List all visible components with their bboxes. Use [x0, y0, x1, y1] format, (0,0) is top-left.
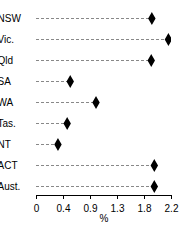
svg-text:1.3: 1.3: [111, 203, 125, 214]
svg-text:Aust.: Aust.: [0, 181, 20, 192]
svg-text:0.4: 0.4: [57, 203, 71, 214]
svg-text:SA: SA: [0, 76, 11, 87]
svg-text:Qld: Qld: [0, 55, 13, 66]
svg-text:0: 0: [34, 203, 40, 214]
svg-text:0.9: 0.9: [84, 203, 98, 214]
svg-text:%: %: [100, 213, 109, 224]
svg-text:WA: WA: [0, 97, 14, 108]
svg-text:1.8: 1.8: [138, 203, 152, 214]
svg-text:Vic.: Vic.: [0, 34, 14, 45]
svg-text:ACT: ACT: [0, 160, 18, 171]
svg-text:Tas.: Tas.: [0, 118, 16, 129]
svg-text:2.2: 2.2: [165, 203, 179, 214]
svg-text:NT: NT: [0, 139, 11, 150]
svg-text:NSW: NSW: [0, 13, 21, 24]
